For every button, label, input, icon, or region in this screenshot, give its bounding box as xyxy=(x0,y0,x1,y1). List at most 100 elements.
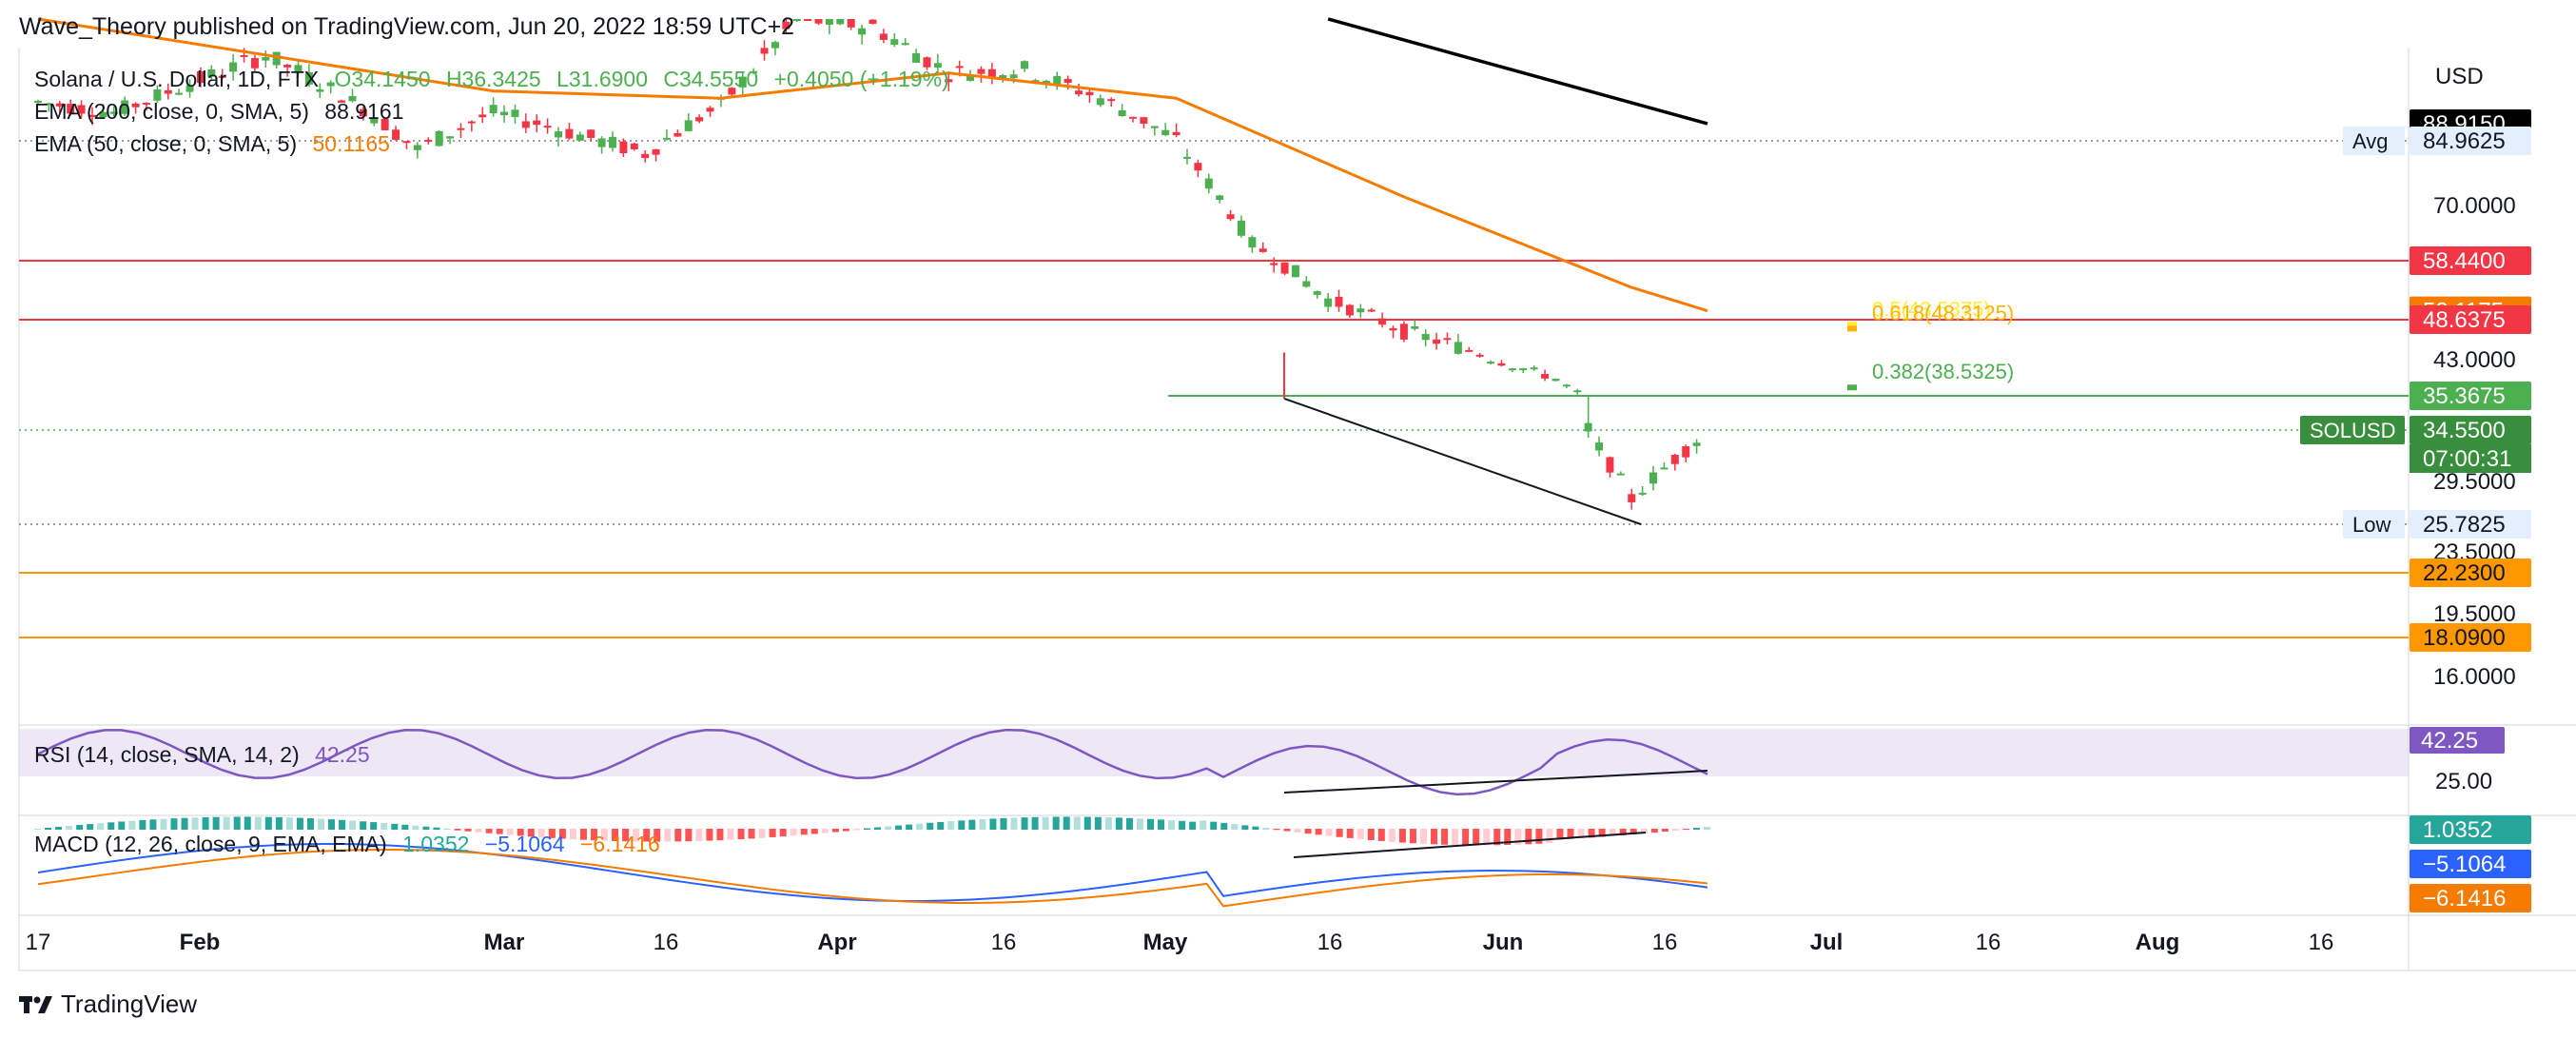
macd-bar xyxy=(264,816,272,830)
candle-body xyxy=(1562,384,1571,387)
candle-body xyxy=(1638,492,1647,495)
ema50-line xyxy=(37,17,1708,313)
candle-body xyxy=(977,69,986,74)
macd-bar xyxy=(1125,817,1133,830)
macd-signal-line xyxy=(37,849,1708,908)
candle-body xyxy=(1692,442,1701,446)
macd-bar xyxy=(695,829,703,841)
ohlc-high: H36.3425 xyxy=(445,67,541,91)
candle-body xyxy=(1356,308,1365,313)
currency-label: USD xyxy=(2435,64,2484,89)
rsi-band xyxy=(19,729,2409,776)
candle-body xyxy=(1682,446,1690,458)
macd-bar xyxy=(537,829,545,838)
candle-body xyxy=(1259,248,1267,252)
candle-body xyxy=(1616,473,1625,476)
macd-bar xyxy=(475,829,482,833)
fib-marker-2 xyxy=(1847,384,1857,391)
candle-body xyxy=(99,111,107,118)
symbol-legend: Solana / U.S. Dollar, 1D, FTX O34.1450 H… xyxy=(34,67,959,92)
macd-bar xyxy=(1640,829,1648,834)
time-label-6: May xyxy=(1143,930,1188,955)
macd-bar xyxy=(769,829,776,837)
wedge-lower-line xyxy=(1283,398,1642,525)
candle-body xyxy=(185,85,194,92)
macd-bar xyxy=(328,819,336,830)
candle-body xyxy=(370,118,379,124)
price-badge-9 xyxy=(2410,623,2531,652)
macd-bar xyxy=(779,829,787,837)
ema50-value: 50.1165 xyxy=(312,131,390,156)
macd-line-value: −5.1064 xyxy=(484,832,565,856)
tradingview-logo[interactable]: TradingView xyxy=(19,990,197,1019)
macd-legend[interactable]: MACD (12, 26, close, 9, EMA, EMA) 1.0352… xyxy=(34,832,670,857)
macd-bar xyxy=(790,829,797,836)
candle-body xyxy=(348,96,357,102)
candle-body xyxy=(1194,163,1202,171)
candle-body xyxy=(695,117,704,122)
candle-body xyxy=(543,126,552,128)
macd-bar xyxy=(360,821,367,830)
macd-bar xyxy=(45,827,52,830)
macd-bar xyxy=(285,817,293,830)
time-label-2: Mar xyxy=(484,930,525,955)
fib-marker-1 xyxy=(1847,325,1857,332)
macd-bar xyxy=(1315,829,1322,835)
candle-body xyxy=(121,100,129,114)
macd-bar xyxy=(800,829,808,835)
candle-body xyxy=(1508,368,1516,371)
rsi-legend[interactable]: RSI (14, close, SMA, 14, 2) 42.25 xyxy=(34,742,380,768)
candle-body xyxy=(879,33,888,41)
candle-body xyxy=(1021,61,1029,69)
macd-bar xyxy=(1136,818,1143,830)
macd-bar xyxy=(1010,817,1018,830)
macd-bar xyxy=(947,821,955,830)
ema50-legend[interactable]: EMA (50, close, 0, SMA, 5) 50.1165 xyxy=(34,131,400,157)
macd-bar xyxy=(916,823,924,830)
price-badge-2 xyxy=(2410,246,2531,275)
ema200-value: 88.9161 xyxy=(324,99,404,124)
macd-bar xyxy=(370,822,378,830)
macd-bar xyxy=(128,820,136,830)
candle-body xyxy=(728,88,736,95)
macd-badge-text-1: −5.1064 xyxy=(2423,852,2506,877)
candle-body xyxy=(1009,74,1018,79)
symbol-name[interactable]: Solana / U.S. Dollar, 1D, FTX xyxy=(34,67,320,91)
macd-bar xyxy=(1367,829,1375,840)
macd-bar xyxy=(1556,829,1564,840)
macd-bar xyxy=(1000,817,1007,830)
candle-body xyxy=(1140,117,1148,125)
macd-bar xyxy=(1052,816,1060,830)
ohlc-change: +0.4050 (+1.19%) xyxy=(773,67,949,91)
price-badge-subtext-6: 07:00:31 xyxy=(2423,446,2511,472)
macd-badge-0 xyxy=(2410,815,2531,844)
candle-body xyxy=(1541,374,1550,379)
macd-badge-2 xyxy=(2410,884,2531,912)
macd-bar xyxy=(664,829,672,842)
time-label-11: 16 xyxy=(1976,930,2001,955)
macd-bar xyxy=(422,826,430,830)
time-label-1: Feb xyxy=(180,930,221,955)
macd-bar xyxy=(1356,829,1364,839)
candle-body xyxy=(240,54,248,57)
ema200-legend[interactable]: EMA (200, close, 0, SMA, 5) 88.9161 xyxy=(34,99,413,125)
candle-body xyxy=(608,136,616,148)
candle-body xyxy=(34,100,42,103)
candle-body xyxy=(1411,325,1419,329)
macd-bar xyxy=(1241,825,1249,830)
candle-body xyxy=(316,89,324,92)
candle-body xyxy=(662,137,671,140)
macd-bar xyxy=(1083,816,1091,830)
time-label-0: 17 xyxy=(26,930,51,955)
candle-body xyxy=(338,100,346,103)
time-label-5: 16 xyxy=(991,930,1017,955)
price-badge-7 xyxy=(2410,510,2531,539)
macd-bar xyxy=(433,827,440,830)
candle-body xyxy=(684,120,693,131)
macd-bar xyxy=(885,826,892,830)
macd-bar xyxy=(391,823,399,830)
macd-bar xyxy=(527,829,535,837)
candle-body xyxy=(109,111,118,114)
price-tag-6 xyxy=(2300,416,2405,444)
